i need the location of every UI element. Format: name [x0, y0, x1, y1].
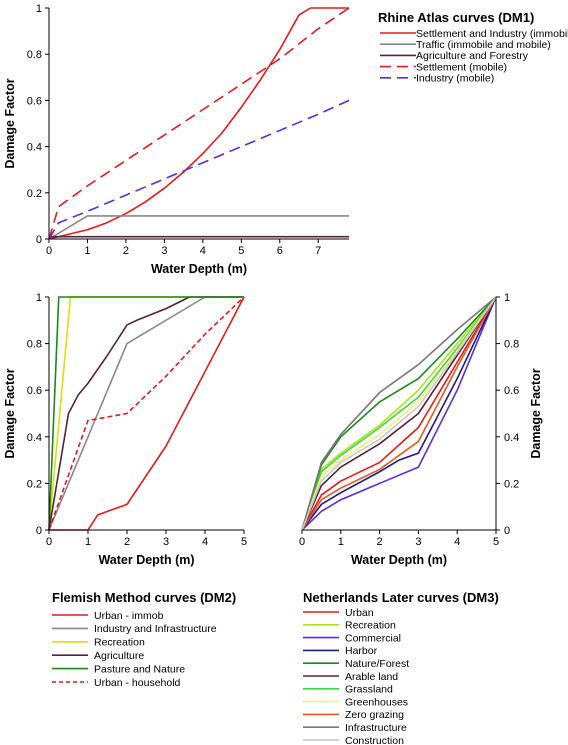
dm3-legend-label-7: Grassland: [345, 684, 393, 696]
dm2-y-tick-label-1: 0.2: [27, 478, 42, 490]
dm1-legend-label-3: Agriculture and Forestry: [416, 50, 529, 62]
dm2-legend-label-1: Urban - immob: [94, 610, 164, 622]
dm3-series-10: [301, 296, 497, 531]
dm3-y-tick-label-0: 0: [504, 525, 510, 537]
dm3-legend-label-11: Construction: [345, 735, 404, 745]
legend-dm1: Rhine Atlas curves (DM1) Settlement and I…: [378, 10, 568, 85]
dm3-x-tick-label-2: 2: [377, 536, 383, 548]
dm1-legend-label-4: Settlement (mobile): [416, 61, 507, 73]
dm1-x-tick-label-0: 0: [46, 245, 52, 257]
dm1-x-axis-label: Water Depth (m): [151, 262, 247, 276]
dm2-y-tick-label-2: 0.4: [27, 432, 42, 444]
legend-dm3: Netherlands Later curves (DM3) UrbanRecre…: [303, 590, 499, 745]
chart-dm2: 0 1 2 3 4 5 0 0.2 0.4 0.6 0.8 1 Water Depth (m) Damag…: [3, 292, 247, 567]
dm3-series-11: [301, 296, 497, 531]
chart-dm1: 0 1 2 3 4 5 6 7 0 0.2 0.4 0.6 0.8 1 Water Depth (m) Dam…: [3, 3, 350, 276]
dm3-series-7: [301, 296, 497, 531]
dm3-series-9: [301, 296, 497, 531]
dm2-y-tick-label-5: 1: [36, 292, 42, 304]
dm3-legend-label-8: Greenhouses: [345, 696, 408, 708]
dm2-legend-label-4: Agriculture: [94, 650, 144, 662]
dm3-y-tick-label-5: 1: [504, 292, 510, 304]
dm3-legend-label-4: Harbor: [345, 645, 378, 657]
dm3-legend-label-6: Arable land: [345, 671, 398, 683]
dm2-x-tick-label-3: 3: [163, 536, 169, 548]
dm2-series-5: [48, 296, 244, 531]
dm2-x-tick-label-2: 2: [124, 536, 130, 548]
dm3-legend-title: Netherlands Later curves (DM3): [303, 590, 499, 605]
dm2-y-axis-label: Damage Factor: [3, 368, 17, 458]
dm3-y-tick-label-4: 0.8: [504, 339, 519, 351]
dm3-x-axis-label: Water Depth (m): [351, 553, 447, 567]
dm1-y-tick-label-0: 0: [36, 234, 42, 246]
dm3-y-tick-label-1: 0.2: [504, 478, 519, 490]
dm1-x-tick-label-6: 6: [277, 245, 283, 257]
dm2-legend-label-3: Recreation: [94, 637, 145, 649]
dm3-y-tick-label-3: 0.6: [504, 385, 519, 397]
dm3-x-tick-label-1: 1: [338, 536, 344, 548]
dm3-x-tick-label-5: 5: [493, 536, 499, 548]
dm3-legend-label-9: Zero grazing: [345, 709, 404, 721]
dm3-y-axis-label: Damage Factor: [529, 368, 543, 458]
dm3-legend-label-10: Infrastructure: [345, 722, 407, 734]
dm1-x-tick-label-4: 4: [200, 245, 206, 257]
dm1-y-tick-label-2: 0.4: [27, 142, 42, 154]
dm3-x-tick-label-0: 0: [299, 536, 305, 548]
dm2-x-tick-label-5: 5: [241, 536, 247, 548]
dm1-legend-label-5: Industry (mobile): [416, 73, 494, 85]
legend-dm2: Flemish Method curves (DM2) Urban - immob…: [52, 590, 236, 689]
dm3-series-8: [301, 296, 497, 531]
dm2-y-tick-label-4: 0.8: [27, 339, 42, 351]
dm1-y-tick-label-1: 0.2: [27, 188, 42, 200]
dm3-series-1: [301, 296, 497, 531]
dm3-x-tick-label-4: 4: [454, 536, 460, 548]
dm2-y-tick-label-3: 0.6: [27, 385, 42, 397]
dm1-legend-title: Rhine Atlas curves (DM1): [378, 10, 534, 25]
dm1-x-tick-label-1: 1: [84, 245, 90, 257]
dm3-legend-label-1: Urban: [345, 607, 374, 619]
dm1-series-4: [48, 7, 350, 240]
dm2-series-6: [48, 296, 245, 531]
dm2-x-tick-label-1: 1: [85, 536, 91, 548]
dm1-legend-label-2: Traffic (immobile and mobile): [416, 39, 551, 51]
dm3-series-4: [301, 296, 497, 531]
dm3-y-tick-label-2: 0.4: [504, 432, 519, 444]
dm3-series-6: [301, 296, 497, 531]
dm1-y-tick-label-4: 0.8: [27, 49, 42, 61]
dm3-series-3: [301, 296, 497, 531]
dm1-y-axis-label: Damage Factor: [3, 78, 17, 168]
dm1-y-tick-label-3: 0.6: [27, 95, 42, 107]
dm2-x-tick-label-0: 0: [46, 536, 52, 548]
dm1-series-5: [48, 99, 350, 240]
dm1-x-tick-label-3: 3: [161, 245, 167, 257]
dm3-legend-label-5: Nature/Forest: [345, 658, 409, 670]
dm2-legend-label-6: Urban - household: [94, 677, 181, 689]
dm1-series-2: [48, 215, 349, 240]
dm1-y-tick-label-5: 1: [36, 3, 42, 15]
dm2-legend-label-5: Pasture and Nature: [94, 663, 185, 675]
dm2-x-tick-label-4: 4: [202, 536, 208, 548]
dm1-series-1: [48, 7, 349, 240]
dm1-legend-label-1: Settlement and Industry (immobile: [416, 28, 568, 40]
dm1-x-tick-label-7: 7: [315, 245, 321, 257]
dm2-series-2: [48, 296, 244, 531]
dm3-x-tick-label-3: 3: [415, 536, 421, 548]
dm3-legend-label-3: Commercial: [345, 632, 401, 644]
dm1-x-tick-label-2: 2: [123, 245, 129, 257]
dm2-legend-label-2: Industry and Infrastructure: [94, 623, 217, 635]
dm2-x-axis-label: Water Depth (m): [98, 553, 194, 567]
dm1-x-tick-label-5: 5: [238, 245, 244, 257]
dm2-legend-title: Flemish Method curves (DM2): [52, 590, 236, 605]
dm3-series-2: [301, 296, 497, 531]
dm3-legend-label-2: Recreation: [345, 620, 396, 632]
dm2-series-4: [48, 296, 244, 531]
dm2-y-tick-label-0: 0: [36, 525, 42, 537]
